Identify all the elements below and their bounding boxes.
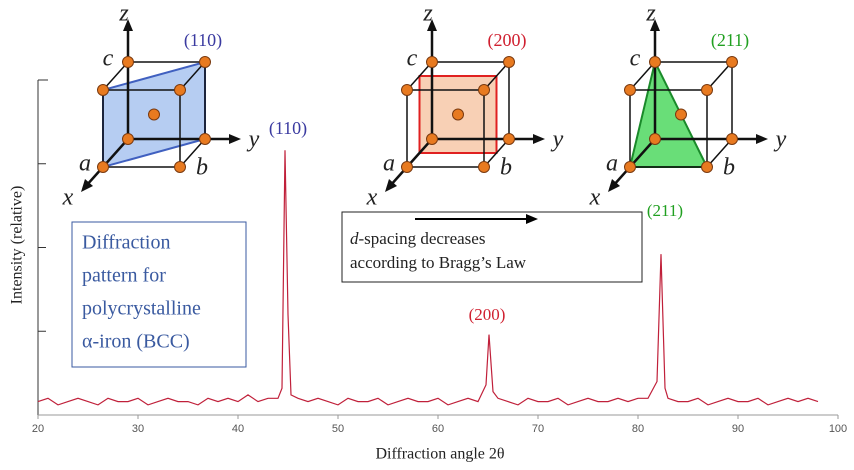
axis-letter: b [500,155,512,181]
cube-edge [179,61,206,91]
cube-edge [706,61,733,91]
cube-edge [483,138,510,168]
atom [649,133,661,145]
x-tick-label: 20 [32,423,44,435]
arrow-head [608,179,620,192]
atom [199,133,211,145]
x-tick-label: 50 [332,423,344,435]
axis-letter: a [606,151,618,177]
cube-edge [179,138,206,168]
arrow-head [81,179,93,192]
atom [726,133,738,145]
atom [426,56,438,68]
note-box [341,211,643,283]
arrow-head [533,134,545,144]
axis-letter: a [383,151,395,177]
atom [675,108,687,121]
atom [174,84,186,96]
data-line [37,150,819,406]
axis-letter: x [366,185,378,211]
atom [624,84,636,96]
arrow-head [229,134,241,144]
atom [97,84,109,96]
arrow-head [756,134,768,144]
arrow-head [427,19,437,31]
axis-letter: y [247,127,260,153]
axis-letter: b [196,155,208,181]
note-text: d [350,229,359,248]
x-tick-label: 30 [132,423,144,435]
atom [97,161,109,173]
x-axis-label: Diffraction angle 2θ [375,446,504,463]
cube-edge [102,138,129,168]
x-tick-label: 60 [432,423,444,435]
axis-letter: z [118,1,129,27]
description-line: polycrystalline [82,298,201,320]
axis-letter: b [723,155,735,181]
note-line: d-spacing decreases [350,229,485,248]
description-line: pattern for [82,265,166,287]
atom [503,56,515,68]
peak-label: (211) [647,201,683,220]
x-tick-label: 80 [632,423,644,435]
description-line: α-iron (BCC) [82,331,190,353]
note-text: -spacing decreases [359,229,486,248]
x-tick-label: 100 [829,423,847,435]
note-line: according to Bragg’s Law [350,253,527,272]
cube-edge [102,61,129,91]
x-tick-label: 40 [232,423,244,435]
axis-letter: c [103,46,114,72]
axis-letter: a [79,151,91,177]
atom [401,161,413,173]
arrow-head [650,19,660,31]
atom [199,56,211,68]
atom [701,84,713,96]
atom [503,133,515,145]
x-tick-label: 70 [532,423,544,435]
cube-edge [706,138,733,168]
atom [426,133,438,145]
y-axis-label: Intensity (relative) [9,186,26,305]
peak-label: (110) [269,118,307,139]
cube-edge [406,61,433,91]
atom [649,56,661,68]
atom [122,133,134,145]
axis-letter: y [551,127,564,153]
axis-letter: z [645,1,656,27]
axis-letter: c [407,46,418,72]
atom [401,84,413,96]
atom [148,108,160,121]
arrow-head [526,214,538,224]
peak-label: (200) [469,305,506,324]
plane-label: (211) [711,30,749,51]
atom [478,84,490,96]
x-tick-label: 90 [732,423,744,435]
description-line: Diffraction [82,232,171,254]
axis-letter: z [422,1,433,27]
atom [726,56,738,68]
atom [624,161,636,173]
axis-letter: x [589,185,601,211]
cube-edge [629,138,656,168]
plane-label: (110) [184,30,222,51]
cube-edge [629,61,656,91]
atom [122,56,134,68]
cube-edge [483,61,510,91]
atom [452,108,464,121]
atom [174,161,186,173]
axis-letter: y [774,127,787,153]
axis-letter: x [62,185,74,211]
axis-letter: c [630,46,641,72]
arrow-head [123,19,133,31]
atom [701,161,713,173]
cube-edge [406,138,433,168]
description-box [71,221,247,368]
atom [478,161,490,173]
arrow-head [385,179,397,192]
plane-label: (200) [488,30,527,51]
